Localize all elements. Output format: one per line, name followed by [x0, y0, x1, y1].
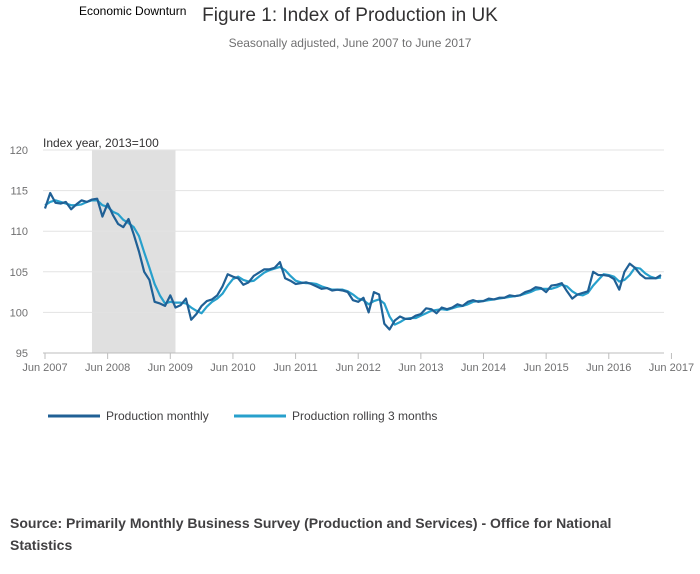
y-tick-label: 95 — [16, 348, 28, 360]
x-tick-label: Jun 2014 — [461, 362, 506, 374]
legend-label: Production monthly — [106, 409, 209, 423]
series-line-production-monthly — [43, 191, 662, 331]
economic-downturn-region — [91, 150, 176, 353]
shaded-region-annotation: Economic Downturn — [79, 4, 187, 18]
x-tick-label: Jun 2012 — [336, 362, 381, 374]
x-tick-label: Jun 2009 — [148, 362, 193, 374]
y-tick-label: 115 — [10, 186, 28, 198]
x-tick-label: Jun 2013 — [398, 362, 443, 374]
y-tick-label: 120 — [10, 145, 28, 157]
line-chart: 95 100 105 110 115 120 Jun 2007 Jun 2008 Jun 200… — [10, 145, 694, 423]
chart-subtitle: Seasonally adjusted, June 2007 to June 2… — [228, 36, 472, 50]
chart-title: Figure 1: Index of Production in UK — [202, 5, 498, 26]
y-tick-label: 100 — [10, 307, 28, 319]
source-note: Source: Primarily Monthly Business Surve… — [10, 515, 612, 553]
x-tick-label: Jun 2017 — [649, 362, 694, 374]
x-tick-label: Jun 2007 — [22, 362, 67, 374]
y-tick-label: 110 — [10, 226, 28, 238]
x-tick-label: Jun 2016 — [586, 362, 631, 374]
x-tick-label: Jun 2011 — [273, 362, 317, 374]
series-line-production-rolling-3-months — [44, 199, 662, 326]
x-tick-label: Jun 2015 — [524, 362, 569, 374]
y-axis-label: Index year, 2013=100 — [43, 136, 159, 150]
x-tick-label: Jun 2010 — [210, 362, 255, 374]
x-tick-label: Jun 2008 — [85, 362, 130, 374]
y-tick-label: 105 — [10, 267, 28, 279]
legend-label: Production rolling 3 months — [292, 409, 437, 423]
